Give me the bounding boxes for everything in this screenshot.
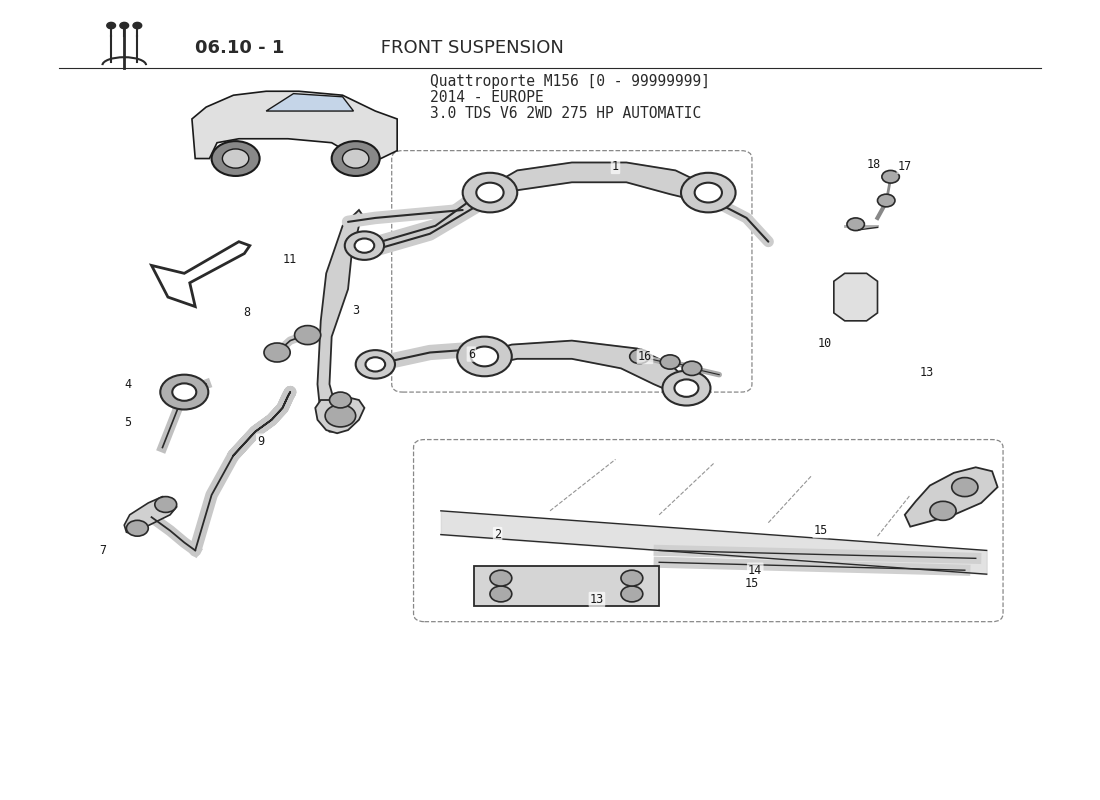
Text: 5: 5 (124, 416, 131, 429)
Text: 1: 1 (612, 160, 619, 173)
Text: 4: 4 (124, 378, 131, 390)
Circle shape (355, 350, 395, 378)
Circle shape (882, 170, 900, 183)
Circle shape (155, 497, 177, 513)
Circle shape (878, 194, 895, 207)
Circle shape (463, 173, 517, 212)
Circle shape (222, 149, 249, 168)
Circle shape (365, 358, 385, 371)
Polygon shape (318, 210, 364, 432)
Text: 10: 10 (818, 337, 833, 350)
Circle shape (126, 520, 148, 536)
Circle shape (490, 586, 512, 602)
Polygon shape (124, 497, 177, 534)
Text: 16: 16 (638, 350, 652, 363)
Polygon shape (191, 91, 397, 158)
Circle shape (332, 141, 380, 176)
Polygon shape (490, 162, 708, 202)
Polygon shape (484, 341, 692, 396)
Circle shape (660, 355, 680, 369)
Polygon shape (152, 242, 250, 306)
Circle shape (674, 379, 698, 397)
Text: 2014 - EUROPE: 2014 - EUROPE (430, 90, 543, 105)
Circle shape (120, 22, 129, 29)
Text: 17: 17 (898, 160, 912, 173)
Circle shape (476, 182, 504, 202)
Circle shape (295, 326, 321, 345)
Text: 7: 7 (99, 544, 106, 557)
Circle shape (847, 218, 865, 230)
Circle shape (161, 374, 208, 410)
Circle shape (471, 346, 498, 366)
Text: 15: 15 (745, 577, 759, 590)
Text: 18: 18 (867, 158, 881, 170)
Text: 6: 6 (468, 347, 475, 361)
Circle shape (662, 370, 711, 406)
Text: FRONT SUSPENSION: FRONT SUSPENSION (375, 38, 564, 57)
Text: 06.10 - 1: 06.10 - 1 (195, 38, 285, 57)
Circle shape (330, 392, 351, 408)
Text: 11: 11 (283, 253, 297, 266)
Polygon shape (316, 396, 364, 434)
Circle shape (621, 586, 642, 602)
Circle shape (952, 478, 978, 497)
Circle shape (264, 343, 290, 362)
Circle shape (326, 405, 355, 427)
Text: 3.0 TDS V6 2WD 275 HP AUTOMATIC: 3.0 TDS V6 2WD 275 HP AUTOMATIC (430, 106, 701, 121)
Circle shape (173, 383, 196, 401)
Circle shape (930, 502, 956, 520)
Text: 13: 13 (590, 593, 604, 606)
Text: 14: 14 (748, 564, 762, 577)
Text: 2: 2 (494, 528, 502, 541)
Circle shape (107, 22, 116, 29)
Circle shape (629, 350, 649, 363)
Circle shape (354, 238, 374, 253)
Circle shape (458, 337, 512, 376)
Circle shape (621, 570, 642, 586)
Polygon shape (834, 274, 878, 321)
Circle shape (681, 173, 736, 212)
Circle shape (490, 570, 512, 586)
Polygon shape (474, 566, 659, 606)
Text: Quattroporte M156 [0 - 99999999]: Quattroporte M156 [0 - 99999999] (430, 74, 710, 90)
Circle shape (133, 22, 142, 29)
Circle shape (694, 182, 722, 202)
Text: 3: 3 (352, 304, 360, 317)
Circle shape (682, 362, 702, 375)
Circle shape (211, 141, 260, 176)
Text: 15: 15 (814, 524, 828, 537)
Polygon shape (266, 94, 353, 111)
Text: 13: 13 (920, 366, 934, 378)
Text: 9: 9 (257, 434, 264, 448)
Circle shape (342, 149, 369, 168)
Text: 8: 8 (243, 306, 250, 319)
Circle shape (344, 231, 384, 260)
Polygon shape (905, 467, 998, 526)
